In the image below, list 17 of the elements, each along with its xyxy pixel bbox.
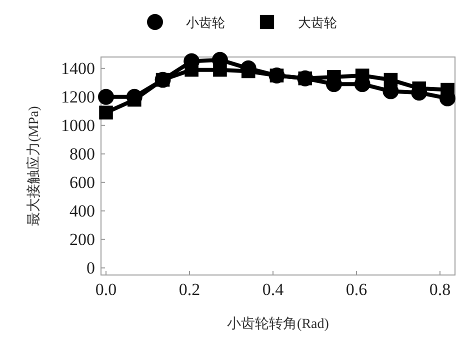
x-axis-title: 小齿轮转角(Rad) [227, 316, 330, 332]
y-tick-label: 1200 [61, 87, 95, 106]
x-tick-label: 0.0 [95, 280, 117, 300]
y-tick-label: 200 [70, 230, 95, 249]
y-tick-label: 600 [70, 172, 95, 192]
y-tick-label: 800 [70, 144, 95, 164]
x-tick-label: 0.4 [262, 280, 284, 300]
y-tick-label: 400 [70, 201, 95, 220]
legend-label: 大齿轮 [298, 15, 337, 30]
y-tick-label: 1000 [61, 116, 95, 135]
x-tick-label: 0.2 [178, 280, 200, 300]
legend-label: 小齿轮 [186, 15, 225, 30]
x-tick-label: 0.8 [429, 280, 451, 300]
y-tick-label: 1400 [61, 58, 95, 78]
y-tick-label: 0 [86, 258, 95, 278]
y-axis-title: 最大接触应力(MPa) [26, 106, 42, 226]
x-tick-label: 0.6 [346, 280, 368, 300]
